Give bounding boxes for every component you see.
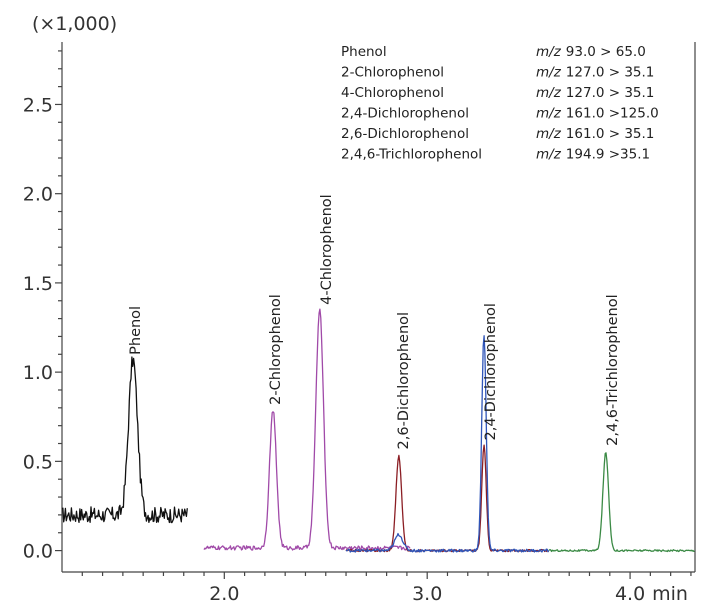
x-tick-label: 3.0	[412, 583, 442, 605]
legend-compound: 2-Chlorophenol	[341, 65, 444, 81]
chromatogram-trace	[345, 444, 549, 553]
legend-mz-prefix: m/z	[536, 147, 562, 163]
peak-label: 2,4,6-Trichlorophenol	[605, 294, 621, 446]
legend-mz-prefix: m/z	[536, 65, 562, 81]
y-scale-label: (×1,000)	[32, 13, 117, 35]
legend-mz-value: 161.0 >125.0	[566, 106, 659, 122]
peak-labels: Phenol 2-Chlorophenol 4-Chlorophenol 2,6-Di…	[128, 194, 621, 449]
legend-transition: m/z 127.0 > 35.1	[536, 65, 654, 81]
peak-label: Phenol	[128, 306, 144, 355]
legend-mz-prefix: m/z	[536, 44, 562, 60]
y-tick-label: 1.0	[23, 362, 53, 384]
legend-transition: m/z 93.0 > 65.0	[536, 44, 646, 60]
legend-mz-value: 93.0 > 65.0	[566, 44, 646, 60]
y-tick-label: 1.5	[23, 273, 53, 295]
peak-label: 4-Chlorophenol	[319, 194, 335, 305]
legend-mz-prefix: m/z	[536, 126, 562, 142]
legend-mz-value: 194.9 >35.1	[566, 147, 650, 163]
legend-compound: 2,4,6-Trichlorophenol	[341, 147, 482, 163]
legend-compound: Phenol	[341, 44, 387, 60]
legend-transition: m/z 127.0 > 35.1	[536, 85, 654, 101]
legend: Phenol m/z 93.0 > 65.02-Chlorophenol m/z 127…	[341, 44, 659, 163]
x-tick-label: 2.0	[209, 583, 239, 605]
y-tick-label: 2.5	[23, 94, 53, 116]
chromatogram-trace	[203, 308, 411, 551]
chromatogram-trace	[345, 335, 550, 553]
peak-label: 2,6-Dichlorophenol	[396, 312, 412, 449]
y-tick-label: 0.0	[23, 541, 53, 563]
peak-label: 2-Chlorophenol	[268, 294, 284, 405]
legend-mz-value: 127.0 > 35.1	[566, 85, 655, 101]
y-tick-label: 0.5	[23, 451, 53, 473]
traces	[61, 308, 695, 553]
y-ticks: 0.0 0.5 1.0 1.5 2.0 2.5	[23, 50, 62, 563]
peak-label: 2,4-Dichlorophenol	[483, 303, 499, 440]
legend-mz-prefix: m/z	[536, 85, 562, 101]
chromatogram-trace	[61, 356, 188, 524]
legend-compound: 2,6-Dichlorophenol	[341, 126, 469, 142]
x-unit-label: min	[652, 583, 688, 605]
legend-mz-value: 161.0 > 35.1	[566, 126, 655, 142]
legend-transition: m/z 161.0 >125.0	[536, 106, 659, 122]
legend-mz-prefix: m/z	[536, 106, 562, 122]
x-tick-label: 4.0	[615, 583, 645, 605]
legend-compound: 4-Chlorophenol	[341, 85, 444, 101]
y-tick-label: 2.0	[23, 184, 53, 206]
x-ticks: 2.0 3.0 4.0	[81, 572, 692, 605]
chromatogram-trace	[548, 452, 695, 553]
legend-transition: m/z 161.0 > 35.1	[536, 126, 654, 142]
legend-transition: m/z 194.9 >35.1	[536, 147, 650, 163]
axes	[61, 42, 696, 573]
legend-mz-value: 127.0 > 35.1	[566, 65, 655, 81]
legend-compound: 2,4-Dichlorophenol	[341, 106, 469, 122]
